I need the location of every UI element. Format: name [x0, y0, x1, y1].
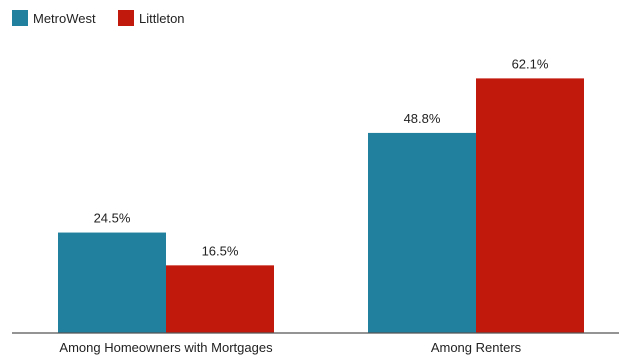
- bar-littleton-homeowners: [166, 265, 274, 333]
- legend-swatch-littleton: [118, 10, 134, 26]
- bar-metrowest-renters: [368, 132, 476, 333]
- value-label-metrowest-renters: 48.8%: [404, 111, 441, 126]
- legend-label-littleton: Littleton: [139, 11, 185, 26]
- value-labels-group: 24.5% 16.5% 48.8% 62.1%: [94, 56, 549, 258]
- bar-metrowest-homeowners: [58, 232, 166, 333]
- legend: MetroWest Littleton: [12, 10, 185, 26]
- value-label-littleton-homeowners: 16.5%: [202, 243, 239, 258]
- category-labels-group: Among Homeowners with Mortgages Among Re…: [59, 340, 521, 355]
- category-label-renters: Among Renters: [431, 340, 522, 355]
- value-label-metrowest-homeowners: 24.5%: [94, 211, 131, 226]
- legend-swatch-metrowest: [12, 10, 28, 26]
- category-label-homeowners: Among Homeowners with Mortgages: [59, 340, 273, 355]
- bars-group: [58, 78, 584, 333]
- bar-littleton-renters: [476, 78, 584, 333]
- legend-label-metrowest: MetroWest: [33, 11, 96, 26]
- value-label-littleton-renters: 62.1%: [512, 56, 549, 71]
